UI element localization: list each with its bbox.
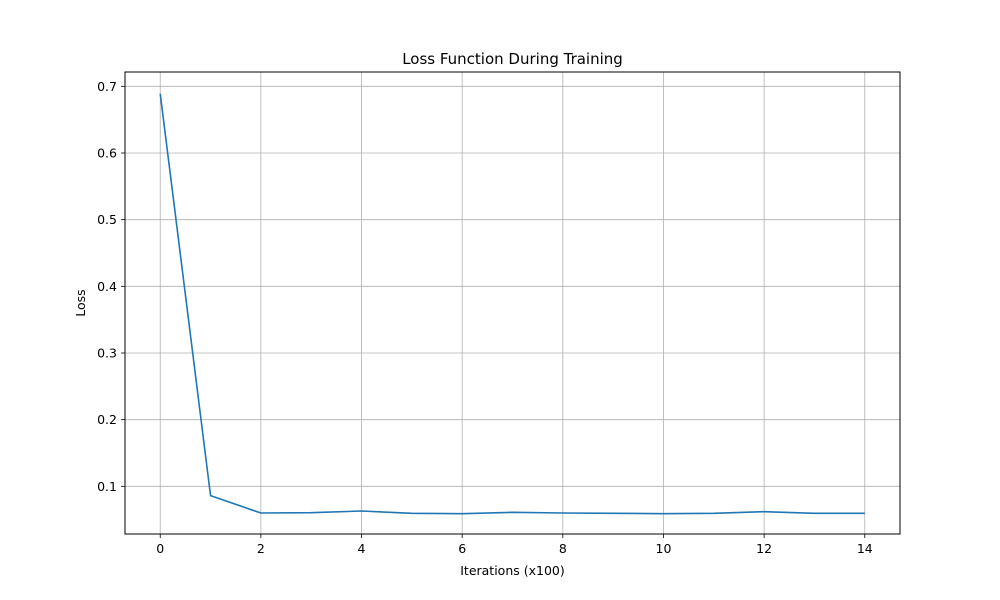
x-tick-label: 4 bbox=[358, 541, 366, 556]
chart-title: Loss Function During Training bbox=[402, 50, 623, 68]
x-tick-label: 0 bbox=[156, 541, 164, 556]
tick-marks bbox=[121, 85, 866, 538]
grid-lines bbox=[125, 72, 900, 534]
plot-frame bbox=[124, 71, 901, 535]
y-tick-label: 0.2 bbox=[97, 412, 117, 427]
y-tick-label: 0.7 bbox=[97, 79, 117, 94]
x-tick-label: 12 bbox=[756, 541, 772, 556]
x-tick-label: 2 bbox=[257, 541, 265, 556]
y-tick-label: 0.3 bbox=[97, 346, 117, 361]
x-tick-label: 14 bbox=[857, 541, 873, 556]
y-tick-label: 0.1 bbox=[97, 479, 117, 494]
loss-series-line bbox=[159, 93, 865, 515]
y-axis-label: Loss bbox=[73, 289, 88, 316]
series-layer bbox=[159, 93, 865, 515]
y-tick-label: 0.5 bbox=[97, 212, 117, 227]
x-tick-label: 10 bbox=[656, 541, 672, 556]
y-tick-label: 0.4 bbox=[97, 279, 117, 294]
y-tick-label: 0.6 bbox=[97, 146, 117, 161]
tick-labels: 0 2 4 6 8 10 12 14 0.1 0.2 0.3 0.4 0.5 0.6 0.7 bbox=[97, 79, 873, 556]
x-axis-label: Iterations (x100) bbox=[460, 563, 565, 578]
x-tick-label: 8 bbox=[559, 541, 567, 556]
x-tick-label: 6 bbox=[458, 541, 466, 556]
